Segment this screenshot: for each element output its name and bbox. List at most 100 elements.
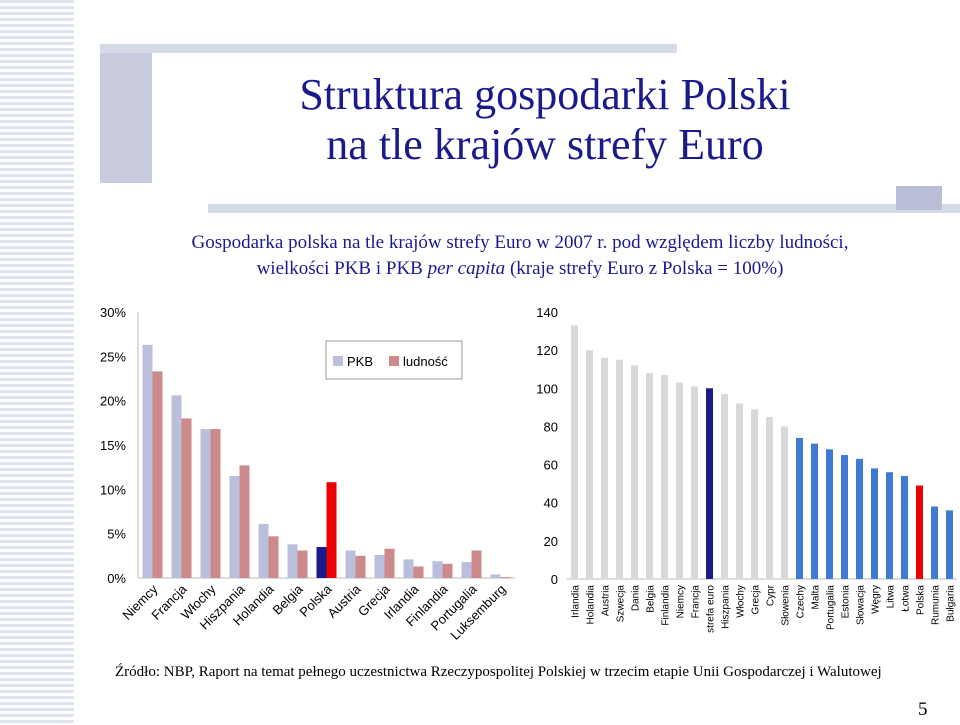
chart2-category-label: Węgry [871, 585, 882, 614]
chart1-bar-ludnosc [500, 577, 511, 578]
chart2-category-label: Finlandia [661, 585, 672, 626]
chart1-y-tick-label: 20% [100, 394, 126, 409]
chart2-bar [601, 357, 608, 579]
subtitle-line-2-a: wielkości PKB i PKB [256, 258, 428, 279]
chart1-bar-ludnosc [268, 536, 279, 578]
subtitle-italic: per capita [427, 258, 506, 279]
chart1-bar-pkb [171, 395, 182, 578]
chart2-category-label: Rumunia [931, 585, 942, 625]
chart1-bar-ludnosc [326, 482, 337, 578]
chart2-category-label: Estonia [841, 585, 852, 619]
subtitle: Gospodarka polska na tle krajów strefy E… [120, 230, 920, 282]
title-line-2: na tle krajów strefy Euro [326, 120, 764, 169]
chart2-category-label: Portugalia [826, 585, 837, 630]
chart2-bar [901, 476, 908, 579]
chart2-category-label: Malta [811, 585, 822, 610]
chart2-category-label: Cypr [766, 584, 777, 606]
chart2-category-label: Austria [601, 585, 612, 617]
chart2-y-tick-label: 120 [536, 343, 558, 358]
chart2-y-tick-label: 100 [536, 381, 558, 396]
chart2-category-label: Słowacja [856, 585, 867, 625]
legend-swatch-ludnosc [389, 356, 399, 366]
chart1-y-tick-label: 30% [100, 305, 126, 320]
chart2-bar [916, 485, 923, 579]
chart1-bar-pkb [142, 344, 153, 578]
chart2-bar [571, 325, 578, 579]
chart2-bar [616, 359, 623, 579]
chart2-y-tick-label: 60 [544, 458, 558, 473]
chart2-category-label: Litwa [886, 585, 897, 609]
chart2-bar [841, 455, 848, 579]
chart2-category-label: Niemcy [676, 585, 687, 618]
chart1-bar-ludnosc [210, 429, 221, 578]
chart2-category-label: strefa euro [706, 585, 717, 633]
source-note: Źródło: NBP, Raport na temat pełnego ucz… [115, 664, 882, 680]
chart1-y-tick-label: 25% [100, 349, 126, 364]
decorative-square [896, 186, 942, 210]
page-number: 5 [918, 699, 928, 720]
subtitle-line-2: wielkości PKB i PKB per capita (kraje st… [120, 256, 920, 282]
chart2-bar [751, 409, 758, 579]
chart2-bar [766, 416, 773, 579]
chart1-bar-ludnosc [239, 465, 250, 578]
chart1-bar-pkb [432, 561, 443, 578]
chart1-bar-ludnosc [471, 550, 482, 578]
chart2-y-tick-label: 40 [544, 496, 558, 511]
chart2-category-label: Francja [691, 585, 702, 619]
chart2-category-label: Polska [916, 585, 927, 615]
chart2-bar [811, 443, 818, 579]
chart2-bar [736, 403, 743, 579]
decorative-bar-right [208, 204, 960, 213]
chart1-bar-pkb [200, 429, 211, 578]
chart1-bar-ludnosc [384, 548, 395, 578]
chart1-bar-ludnosc [181, 418, 192, 578]
subtitle-line-2-b: (kraje strefy Euro z Polska = 100%) [505, 258, 784, 279]
chart1-bar-ludnosc [297, 550, 308, 578]
chart2-y-tick-label: 20 [544, 534, 558, 549]
chart2-y-tick-label: 80 [544, 419, 558, 434]
chart1-y-tick-label: 5% [107, 527, 126, 542]
chart2-bar [946, 510, 953, 579]
chart2-bar [781, 426, 788, 579]
chart1-bar-pkb [490, 574, 501, 578]
legend-label-pkb: PKB [347, 354, 373, 369]
decorative-stripes [0, 0, 74, 725]
legend-label-ludnosc: ludność [403, 354, 448, 369]
decorative-block [100, 53, 152, 183]
chart1-bar-pkb [461, 562, 472, 578]
chart2-bar [646, 373, 653, 579]
chart1-y-tick-label: 0% [107, 571, 126, 586]
chart2-category-label: Słowenia [781, 585, 792, 626]
title-line-1: Struktura gospodarki Polski [299, 70, 791, 119]
chart2-y-tick-label: 0 [551, 572, 558, 587]
chart2-category-label: Czechy [796, 585, 807, 618]
chart1-y-tick-label: 15% [100, 438, 126, 453]
chart2-bar [796, 437, 803, 579]
chart1-y-tick-label: 10% [100, 482, 126, 497]
chart1-category-label: Austria [324, 581, 364, 621]
chart2-bar [931, 506, 938, 579]
chart2-category-label: Holandia [586, 585, 597, 625]
decorative-bar-top [100, 44, 677, 53]
chart1-bar-ludnosc [355, 555, 366, 578]
chart1-bar-pkb [287, 544, 298, 578]
chart2-category-label: Hiszpania [721, 585, 732, 629]
chart1-bar-ludnosc [442, 563, 453, 578]
chart2-category-label: Szwecja [616, 585, 627, 623]
chart2-bar [706, 388, 713, 579]
chart2-bar [691, 386, 698, 579]
chart1-bar-pkb [316, 546, 327, 578]
chart2-bar [631, 365, 638, 579]
chart1-bar-pkb [403, 559, 414, 578]
chart2-category-label: Irlandia [571, 585, 582, 618]
chart2-bar [721, 394, 728, 579]
chart2-bar [886, 472, 893, 579]
chart1-bar-pkb [258, 523, 269, 578]
chart1-bar-pkb [345, 550, 356, 578]
legend-swatch-pkb [333, 356, 343, 366]
chart2-bar [676, 382, 683, 579]
chart2-bar [586, 350, 593, 579]
chart2-bar [856, 458, 863, 579]
chart1-bar-pkb [374, 554, 385, 578]
